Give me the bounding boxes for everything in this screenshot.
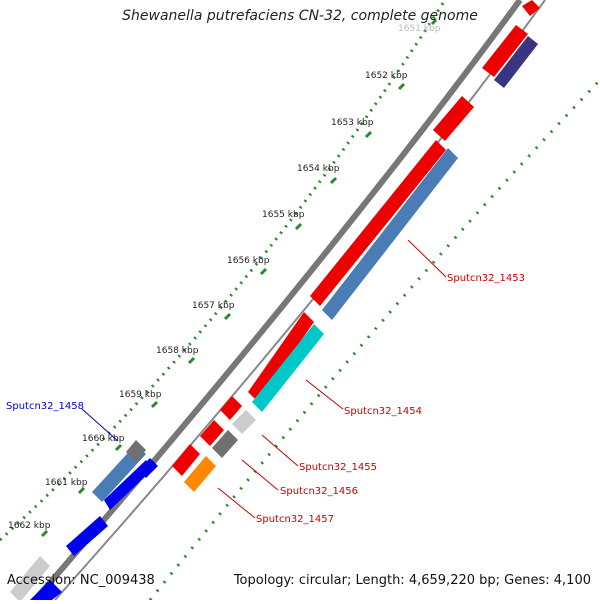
gene-arrow [522, 0, 540, 16]
tick-label: 1659 kbp [119, 390, 162, 400]
gene-arrow [494, 36, 538, 88]
accession-label: Accession: [7, 573, 76, 588]
gene-label: Sputcn32_1458 [6, 401, 84, 412]
gene-label: Sputcn32_1457 [256, 514, 334, 525]
gene-arrow [220, 396, 242, 420]
gene-label: Sputcn32_1454 [344, 406, 422, 417]
gene-arrow [322, 148, 458, 320]
topology-label: Topology: [233, 573, 295, 588]
outer-tick-ring [0, 0, 447, 542]
gene-arrow [482, 25, 528, 77]
tick-label: 1661 kbp [45, 478, 88, 488]
gene-arrow [232, 410, 256, 434]
gene-arrow [104, 460, 152, 510]
genes-value: 4,100 [553, 573, 591, 588]
gene-arrow [252, 324, 324, 412]
tick-label: 1660 kbp [82, 434, 125, 444]
tick-marks [40, 18, 438, 538]
genome-backbone-inner [54, 0, 546, 601]
gene-label: Sputcn32_1456 [280, 486, 358, 497]
gene-arrow [126, 440, 146, 462]
gene-arrow [212, 430, 238, 458]
gene-arrow [10, 556, 50, 602]
gene-arrow [30, 580, 62, 600]
map-title: Shewanella putrefaciens CN-32, complete … [122, 8, 478, 24]
gene-arrow [433, 96, 474, 141]
tick-label: 1651 kbp [398, 24, 441, 34]
gene-arrow [184, 456, 216, 492]
gene-arrow [248, 312, 314, 402]
gene-callouts: Sputcn32_1453 Sputcn32_1454 Sputcn32_145… [6, 239, 525, 525]
gene-arrow [172, 444, 200, 476]
tick-label: 1658 kbp [156, 346, 199, 356]
length-label: Length: [355, 573, 405, 588]
genome-stats: Topology: circular; Length: 4,659,220 bp… [233, 573, 591, 588]
genes-label: Genes: [504, 573, 550, 588]
length-value: 4,659,220 bp [408, 573, 496, 588]
topology-value: circular [298, 573, 347, 588]
gene-arrow [138, 458, 158, 478]
gene-arrow [310, 140, 446, 306]
reverse-features [66, 36, 538, 556]
tick-label: 1654 kbp [297, 164, 340, 174]
tick-label: 1657 kbp [192, 301, 235, 311]
tick-label: 1656 kbp [227, 256, 270, 266]
gene-arrow [200, 420, 224, 446]
scale-ticks: 1651 kbp 1652 kbp 1653 kbp 1654 kbp 1655… [8, 24, 441, 531]
genome-backbone [32, 0, 523, 602]
tick-label: 1653 kbp [331, 118, 374, 128]
tick-label: 1655 kbp [262, 210, 305, 220]
gene-label: Sputcn32_1455 [299, 462, 377, 473]
gene-arrow [66, 516, 108, 556]
tick-label: 1662 kbp [8, 521, 51, 531]
tick-label: 1652 kbp [365, 71, 408, 81]
forward-features [10, 0, 540, 602]
inner-tick-ring [148, 78, 600, 601]
accession-value: NC_009438 [79, 573, 155, 588]
gene-label: Sputcn32_1453 [447, 273, 525, 284]
accession-info: Accession: NC_009438 [7, 573, 155, 588]
